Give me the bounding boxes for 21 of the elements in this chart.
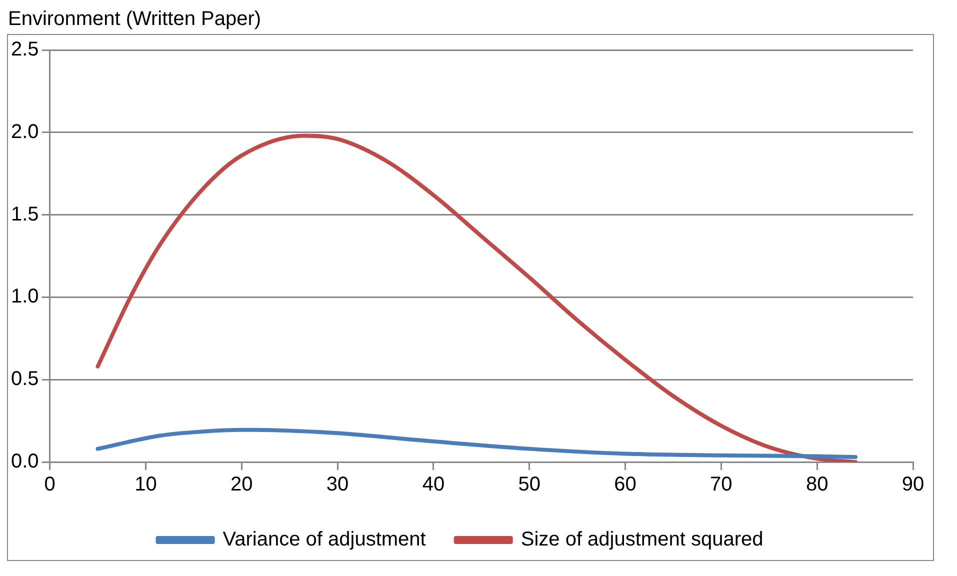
x-tick-label: 10 bbox=[134, 474, 157, 496]
y-tick-label: 1.0 bbox=[10, 286, 39, 308]
y-tick-label: 2.5 bbox=[10, 38, 39, 61]
x-tick-label: 0 bbox=[44, 474, 56, 496]
x-tick-label: 70 bbox=[710, 474, 732, 496]
x-tick-label: 50 bbox=[518, 474, 540, 496]
y-tick-label: 2.0 bbox=[10, 120, 39, 143]
x-tick-label: 20 bbox=[230, 474, 253, 496]
x-tick-label: 90 bbox=[902, 474, 924, 496]
y-tick-label: 0.5 bbox=[10, 368, 39, 390]
x-tick-label: 60 bbox=[614, 474, 636, 496]
line-series bbox=[96, 134, 858, 462]
legend-label: Variance of adjustment bbox=[222, 528, 426, 551]
chart-title: Environment (Written Paper) bbox=[8, 8, 262, 31]
x-tick-label: 40 bbox=[422, 474, 445, 496]
x-tick-label: 30 bbox=[326, 474, 349, 496]
y-tick-label: 0.0 bbox=[10, 450, 39, 473]
line-series bbox=[96, 428, 858, 460]
x-tick-label: 80 bbox=[806, 474, 828, 496]
legend-label: Size of adjustment squared bbox=[520, 528, 764, 551]
y-tick-label: 1.5 bbox=[10, 203, 39, 226]
